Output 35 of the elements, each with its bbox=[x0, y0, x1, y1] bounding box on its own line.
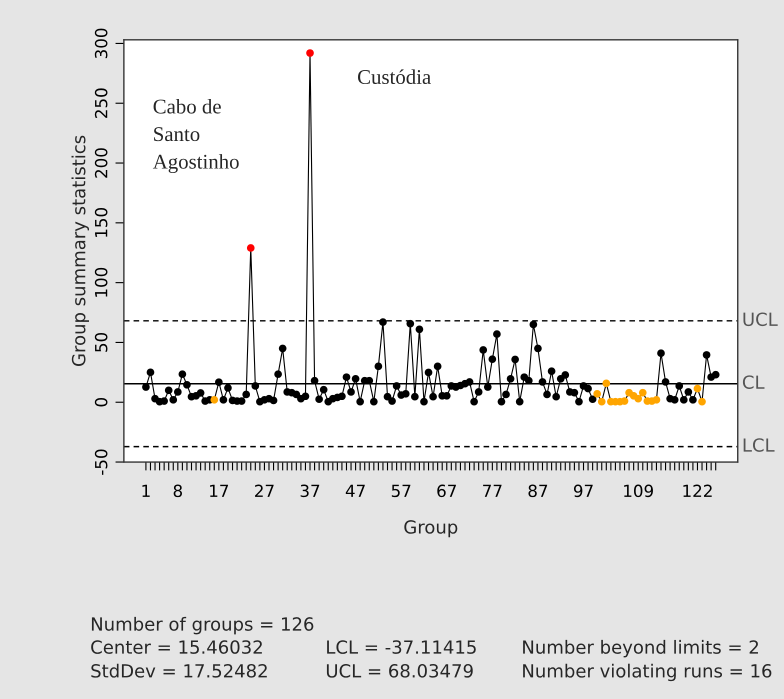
text: Number of groups = 126 bbox=[92, 616, 314, 634]
y-tick-label: 0 bbox=[94, 398, 108, 406]
x-axis-title: Group bbox=[404, 520, 458, 538]
text: Number violating runs = 16 bbox=[523, 664, 772, 682]
x-tick-label: 47 bbox=[346, 484, 365, 497]
y-tick-label: 50 bbox=[94, 332, 108, 352]
ref-line-label: LCL bbox=[744, 438, 775, 452]
y-tick-label: -50 bbox=[94, 450, 108, 475]
y-tick-label: 250 bbox=[94, 88, 108, 118]
x-tick-label: 109 bbox=[624, 484, 653, 498]
x-tick-label: 77 bbox=[483, 484, 502, 497]
x-tick-label: 37 bbox=[300, 484, 320, 498]
y-tick-label: 150 bbox=[94, 208, 108, 237]
x-tick-label: 1 bbox=[142, 484, 150, 497]
x-tick-label: 27 bbox=[255, 484, 274, 497]
y-axis-title: Group summary statistics bbox=[72, 136, 89, 366]
annotation: Cabo de Santo Agostinho bbox=[152, 98, 239, 174]
x-tick-label: 17 bbox=[210, 484, 228, 497]
ref-line-label: UCL bbox=[743, 312, 778, 326]
x-tick-label: 97 bbox=[574, 484, 593, 498]
x-tick-label: 122 bbox=[683, 484, 712, 497]
text: Number beyond limits = 2 bbox=[523, 640, 758, 658]
annotation: Custódia bbox=[358, 69, 431, 84]
y-tick-label: 100 bbox=[94, 268, 108, 297]
y-tick-label: 200 bbox=[94, 148, 108, 178]
text: Center = 15.46032 bbox=[91, 640, 262, 654]
x-tick-label: 57 bbox=[392, 484, 410, 498]
x-tick-label: 8 bbox=[174, 484, 182, 498]
text: UCL = 68.03479 bbox=[326, 664, 473, 678]
text: LCL = -37.11415 bbox=[327, 640, 476, 654]
y-tick-label: 300 bbox=[94, 28, 108, 58]
x-tick-label: 67 bbox=[437, 484, 456, 498]
text: StdDev = 17.52482 bbox=[91, 664, 267, 678]
ref-line-label: CL bbox=[742, 375, 764, 389]
x-tick-label: 87 bbox=[528, 484, 548, 498]
